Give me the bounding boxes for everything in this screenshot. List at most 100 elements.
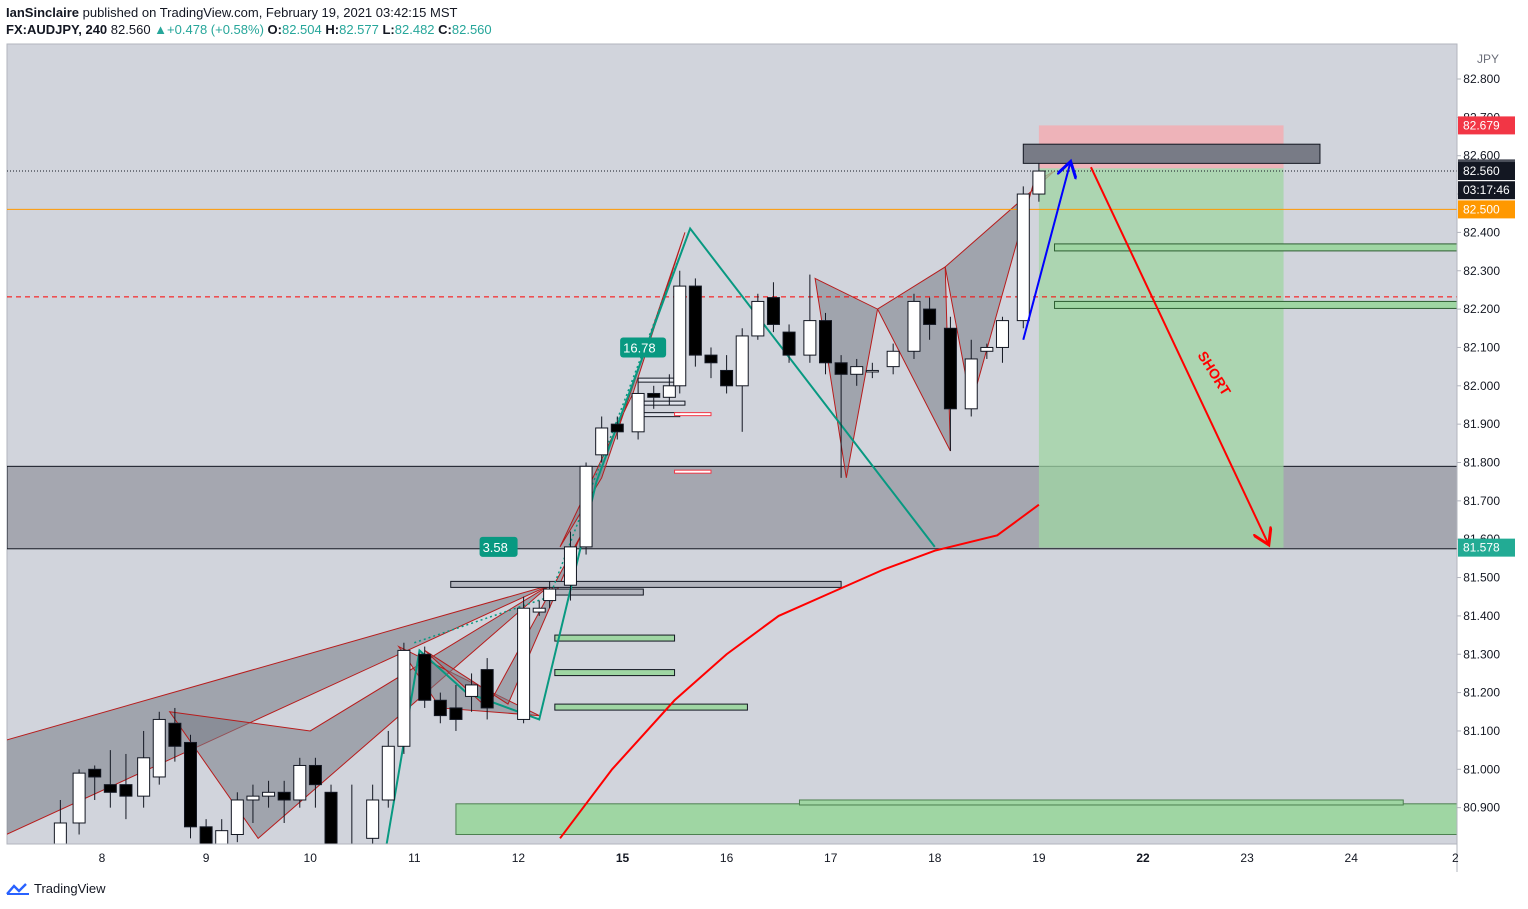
- candle-body-12: [246, 795, 260, 801]
- y-tick-4: 82.400: [1463, 225, 1500, 239]
- price-change: +0.478 (+0.58%): [167, 22, 264, 37]
- y-tick-10: 81.800: [1463, 456, 1500, 470]
- candle-body-32: [595, 427, 609, 456]
- candle-body-5: [137, 757, 151, 797]
- candle-body-7: [168, 722, 182, 747]
- candle-body-20: [381, 745, 395, 801]
- short-arrow: [1090, 166, 1268, 543]
- zigzag-badge-0: [479, 536, 518, 557]
- harmonic-pattern-0: [7, 584, 550, 835]
- candle-body-29: [543, 588, 557, 602]
- candle-body-4: [119, 784, 133, 797]
- x-tick-11: 23: [1240, 851, 1254, 865]
- symbol: FX:AUDJPY, 240: [6, 22, 108, 37]
- y-tick-14: 81.400: [1463, 609, 1500, 623]
- y-tick-15: 81.300: [1463, 647, 1500, 661]
- x-tick-5: 15: [616, 851, 630, 865]
- x-tick-7: 17: [824, 851, 838, 865]
- candle-body-54: [964, 358, 978, 410]
- candle-body-9: [199, 826, 213, 844]
- price-marker-text-0: 82.679: [1463, 118, 1500, 132]
- candle-body-46: [818, 320, 832, 364]
- candle-body-35: [647, 392, 661, 398]
- candle-body-14: [277, 791, 291, 801]
- candle-body-3: [103, 784, 117, 793]
- demand-zone-line: [798, 799, 1404, 806]
- candle-body-50: [886, 350, 900, 368]
- candle-body-34: [631, 392, 645, 433]
- fib-dotted-2: [548, 228, 691, 597]
- y-tick-13: 81.500: [1463, 571, 1500, 585]
- candle-body-28: [532, 607, 546, 613]
- x-tick-3: 11: [408, 851, 421, 865]
- candle-body-26: [480, 669, 494, 709]
- author-name[interactable]: IanSinclaire: [6, 5, 79, 20]
- price-marker-text-2: 82.560: [1463, 164, 1500, 178]
- x-tick-12: 24: [1345, 851, 1359, 865]
- candle-body-23: [433, 699, 447, 717]
- y-tick-16: 81.200: [1463, 686, 1500, 700]
- candle-body-21: [397, 649, 411, 747]
- candle-body-49: [865, 369, 879, 373]
- x-tick-4: 12: [512, 851, 526, 865]
- price-axis[interactable]: 82.80082.70082.60082.50082.40082.30082.2…: [1457, 72, 1500, 815]
- candle-body-15: [293, 764, 307, 801]
- price-marker-2: [1458, 162, 1515, 181]
- moving-average-line: [559, 503, 1040, 839]
- candle-body-1: [72, 772, 86, 824]
- x-tick-6: 16: [720, 851, 734, 865]
- symbol-line: FX:AUDJPY, 240 82.560 ▲+0.478 (+0.58%) O…: [6, 22, 492, 37]
- high-label: H:: [325, 22, 340, 37]
- y-tick-17: 81.100: [1463, 724, 1500, 738]
- candle-body-47: [834, 362, 848, 375]
- zigzag-badge-1: [620, 337, 667, 358]
- level-rect-0: [450, 580, 842, 588]
- close-label: C:: [438, 22, 452, 37]
- price-marker-text-4: 82.500: [1463, 202, 1500, 216]
- projection-arrow: [1022, 163, 1070, 341]
- price-marker-text-5: 81.578: [1463, 541, 1500, 555]
- level-box-1: [1054, 243, 1457, 252]
- up-arrow-icon: ▲: [154, 22, 168, 37]
- candle-body-11: [230, 799, 244, 835]
- candle-body-8: [183, 741, 197, 828]
- candle-body-10: [215, 830, 229, 844]
- footer-brand[interactable]: TradingView: [6, 881, 106, 896]
- candle-body-39: [704, 354, 718, 364]
- resistance-box: [1022, 143, 1321, 164]
- price-marker-5: [1458, 538, 1515, 557]
- candle-body-58: [1032, 170, 1046, 195]
- candle-body-22: [418, 653, 432, 701]
- candle-body-55: [980, 346, 994, 352]
- published-text: published on TradingView.com, February 1…: [82, 5, 458, 20]
- zigzag-line: [385, 226, 936, 844]
- publish-line: IanSinclaire published on TradingView.co…: [6, 5, 457, 20]
- y-tick-0: 82.800: [1463, 72, 1500, 86]
- y-tick-18: 81.000: [1463, 762, 1500, 776]
- y-tick-5: 82.300: [1463, 264, 1500, 278]
- zigzag-badge-text-1: 16.78: [623, 340, 656, 355]
- candle-body-25: [465, 684, 479, 697]
- price-marker-4: [1458, 200, 1515, 219]
- candle-body-56: [995, 320, 1009, 348]
- footer-brand-label: TradingView: [34, 881, 106, 896]
- close-value: 82.560: [451, 22, 492, 37]
- time-axis[interactable]: 8 9 10 11 12 15 16 17 18 19 22 23 24 2: [99, 851, 1459, 865]
- candle-body-31: [579, 465, 593, 548]
- fib-dotted-1: [414, 596, 550, 644]
- price-marker-3: [1458, 181, 1515, 200]
- candle-body-40: [720, 369, 734, 387]
- low-value: 82.482: [394, 22, 435, 37]
- candle-body-42: [751, 300, 765, 337]
- level-rect-3: [554, 669, 676, 677]
- candle-body-57: [1016, 193, 1030, 322]
- open-value: 82.504: [281, 22, 322, 37]
- candle-body-51: [907, 300, 921, 352]
- candle-body-33: [610, 423, 624, 433]
- x-tick-9: 19: [1032, 851, 1046, 865]
- level-rect-4: [554, 703, 748, 711]
- candle-body-24: [449, 707, 463, 720]
- price-marker-0: [1458, 116, 1515, 135]
- y-tick-11: 81.700: [1463, 494, 1500, 508]
